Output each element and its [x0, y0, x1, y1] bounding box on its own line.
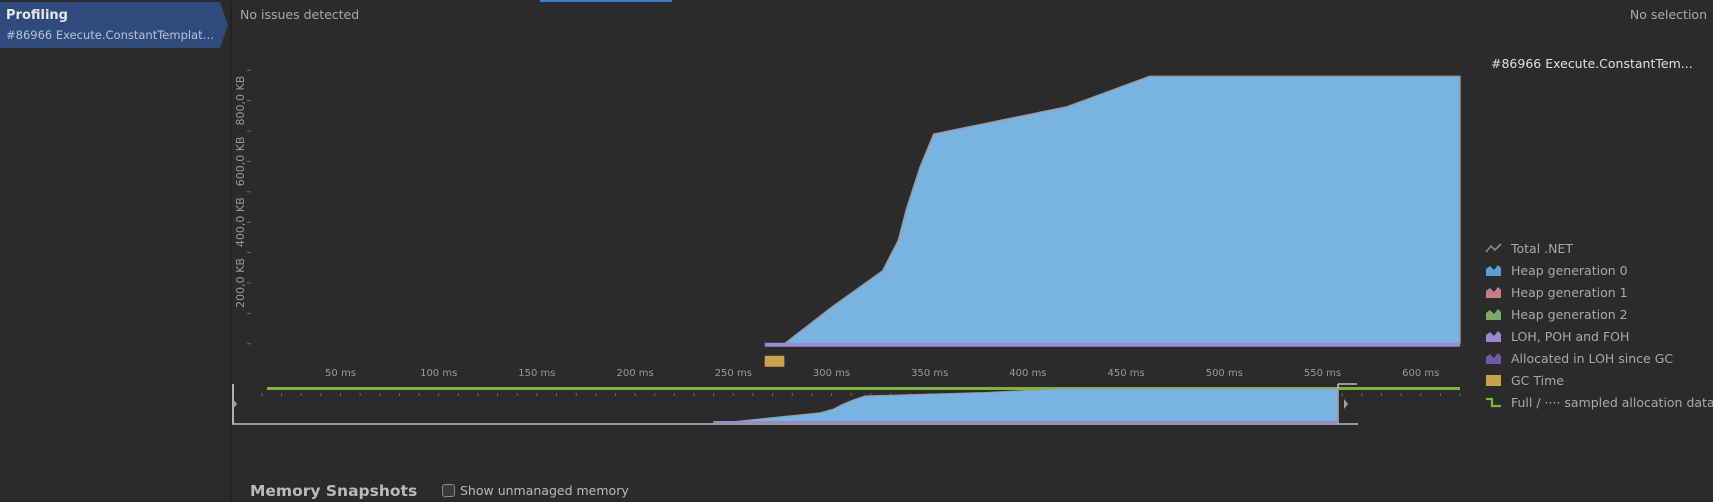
legend-title: #86966 Execute.ConstantTem...	[1491, 56, 1693, 71]
y-tick-label: 800,0 KB	[234, 76, 247, 126]
box-legend-icon	[1486, 375, 1501, 386]
legend-label: Full / ···· sampled allocation data	[1511, 394, 1713, 410]
show-unmanaged-checkbox[interactable]: Show unmanaged memory	[442, 483, 629, 498]
x-tick-label: 300 ms	[813, 368, 850, 379]
profiling-session-item[interactable]: Profiling #86966 Execute.ConstantTemplat…	[0, 2, 228, 48]
legend-item[interactable]: Full / ···· sampled allocation data	[1485, 391, 1713, 413]
legend-item[interactable]: LOH, POH and FOH	[1485, 325, 1713, 347]
loh-poh-foh-area	[764, 342, 1460, 347]
x-tick-label: 150 ms	[518, 368, 555, 379]
x-tick-label: 100 ms	[420, 368, 457, 379]
step-legend-icon	[1486, 397, 1501, 408]
overview-right-arrow-icon[interactable]	[1344, 399, 1348, 409]
y-tick-label: 200,0 KB	[234, 258, 247, 308]
show-unmanaged-label: Show unmanaged memory	[460, 483, 629, 498]
selection-status: No selection	[1629, 7, 1707, 22]
session-subtitle: #86966 Execute.ConstantTemplate.S...	[6, 28, 220, 42]
y-tick-label: 400,0 KB	[234, 197, 247, 247]
x-tick-label: 350 ms	[911, 368, 948, 379]
legend-label: Total .NET	[1511, 240, 1574, 256]
session-title: Profiling	[6, 8, 68, 23]
area-legend-icon	[1486, 265, 1501, 276]
legend-label: Heap generation 1	[1511, 284, 1628, 300]
panel-divider[interactable]	[230, 0, 232, 502]
overview-left-arrow-icon[interactable]	[233, 399, 237, 409]
x-tick-label: 250 ms	[715, 368, 752, 379]
x-tick-label: 200 ms	[616, 368, 653, 379]
area-legend-icon	[1486, 353, 1501, 364]
sidebar: Profiling #86966 Execute.ConstantTemplat…	[0, 0, 230, 502]
x-tick-label: 550 ms	[1304, 368, 1341, 379]
legend-item[interactable]: Heap generation 1	[1485, 281, 1713, 303]
legend-label: Heap generation 2	[1511, 306, 1628, 322]
legend-label: GC Time	[1511, 372, 1564, 388]
heap-generation-0-area	[782, 75, 1461, 345]
area-legend-icon	[1486, 309, 1501, 320]
x-tick-label: 450 ms	[1108, 368, 1145, 379]
legend-item[interactable]: Total .NET	[1485, 237, 1713, 259]
legend-label: Heap generation 0	[1511, 262, 1628, 278]
y-tick-label: 600,0 KB	[234, 137, 247, 187]
gc-time-bar	[764, 355, 785, 367]
checkbox-box[interactable]	[442, 484, 455, 497]
x-tick-label: 500 ms	[1206, 368, 1243, 379]
area-legend-icon	[1486, 331, 1501, 342]
memory-timeline-chart[interactable]: 200,0 KB 400,0 KB 600,0 KB 800,0 KB 50 ms 100…	[230, 30, 1480, 502]
memory-snapshots-title: Memory Snapshots	[250, 482, 418, 500]
chart-legend: Total .NET Heap generation 0 Heap generati…	[1485, 237, 1713, 413]
area-legend-icon	[1486, 287, 1501, 298]
issues-status: No issues detected	[240, 7, 360, 22]
x-tick-label: 50 ms	[325, 368, 356, 379]
line-legend-icon	[1485, 243, 1502, 253]
active-tab-indicator	[540, 0, 672, 2]
legend-label: LOH, POH and FOH	[1511, 328, 1630, 344]
legend-label: Allocated in LOH since GC	[1511, 350, 1674, 366]
x-tick-label: 400 ms	[1009, 368, 1046, 379]
overview-loh-line	[713, 421, 1338, 423]
x-tick-label: 600 ms	[1402, 368, 1439, 379]
legend-item[interactable]: Heap generation 0	[1485, 259, 1713, 281]
legend-item[interactable]: Allocated in LOH since GC	[1485, 347, 1713, 369]
legend-item[interactable]: Heap generation 2	[1485, 303, 1713, 325]
allocation-data-line	[267, 387, 1460, 390]
overview-area	[730, 388, 1339, 423]
legend-item[interactable]: GC Time	[1485, 369, 1713, 391]
